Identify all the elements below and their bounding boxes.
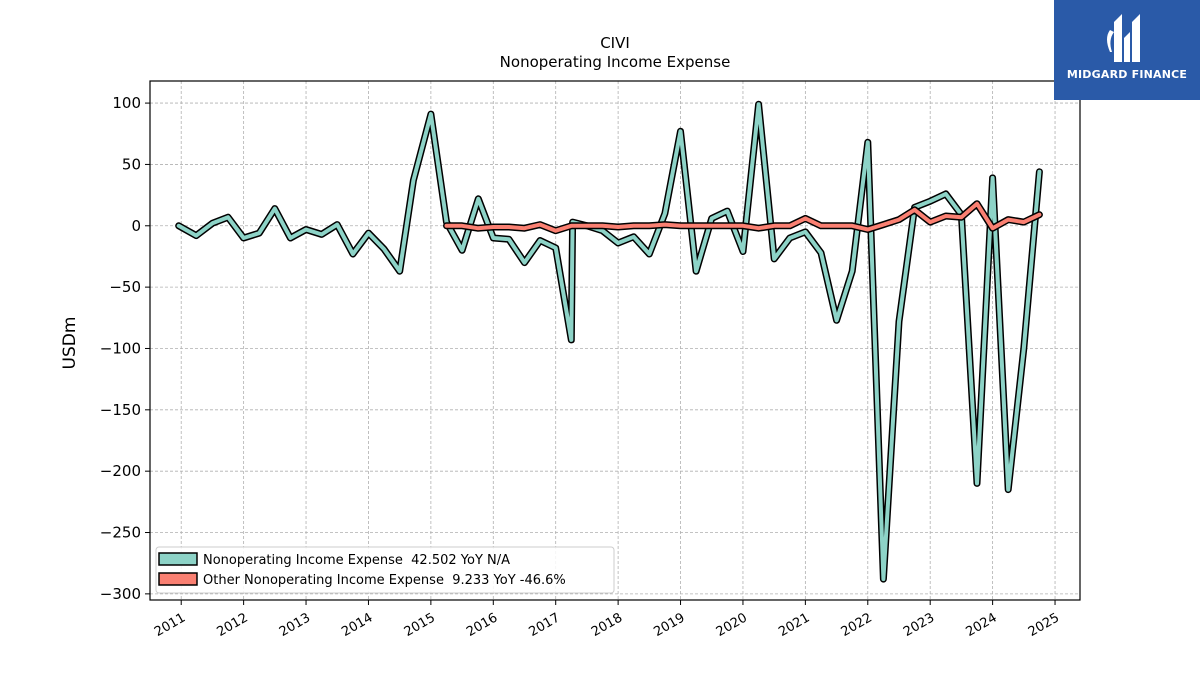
brand-emblem-icon <box>1107 14 1140 62</box>
legend-label-nonoperating: Nonoperating Income Expense 42.502 YoY N… <box>203 553 510 568</box>
y-tick-label: −50 <box>109 278 141 296</box>
y-tick-label: −250 <box>100 524 141 542</box>
chart-title: CIVI <box>600 34 630 52</box>
x-tick-label: 2022 <box>839 610 875 640</box>
series-line-nonoperating <box>176 102 1042 582</box>
x-tick-label: 2012 <box>214 610 250 640</box>
series-outline-nonoperating <box>175 100 1043 583</box>
chart-subtitle: Nonoperating Income Expense <box>500 53 731 71</box>
x-tick-label: 2011 <box>152 610 188 640</box>
x-tick-label: 2017 <box>527 610 563 640</box>
legend-label-other: Other Nonoperating Income Expense 9.233 … <box>203 573 566 588</box>
brand-name: MIDGARD FINANCE <box>1066 68 1188 81</box>
x-tick-label: 2015 <box>402 610 438 640</box>
y-tick-label: −150 <box>100 401 141 419</box>
y-axis-label: USDm <box>60 317 80 370</box>
legend-swatch-nonoperating <box>158 552 198 566</box>
y-tick-label: 50 <box>122 155 141 173</box>
brand-logo: MIDGARD FINANCE <box>1054 0 1200 100</box>
series-layer <box>175 100 1043 583</box>
grid <box>150 81 1080 600</box>
series-line-other-nonoperating <box>444 201 1042 233</box>
x-tick-label: 2019 <box>651 610 687 640</box>
x-tick-label: 2023 <box>901 610 937 640</box>
y-tick-label: 100 <box>112 94 141 112</box>
x-tick-label: 2014 <box>339 610 375 640</box>
y-tick-label: −200 <box>100 462 141 480</box>
legend-box <box>155 546 615 594</box>
y-tick-label: −100 <box>100 339 141 357</box>
y-tick-label: 0 <box>131 217 141 235</box>
legend: Nonoperating Income Expense 42.502 YoY N… <box>155 546 615 594</box>
x-tick-label: 2025 <box>1026 610 1062 640</box>
x-tick-label: 2016 <box>464 610 500 640</box>
legend-swatch-other <box>158 572 198 586</box>
y-tick-label: −300 <box>100 585 141 603</box>
x-tick-label: 2020 <box>714 610 750 640</box>
x-tick-label: 2024 <box>963 610 999 640</box>
x-tick-label: 2021 <box>776 610 812 640</box>
plot-frame <box>149 80 1081 601</box>
x-tick-label: 2018 <box>589 610 625 640</box>
x-tick-label: 2013 <box>277 610 313 640</box>
